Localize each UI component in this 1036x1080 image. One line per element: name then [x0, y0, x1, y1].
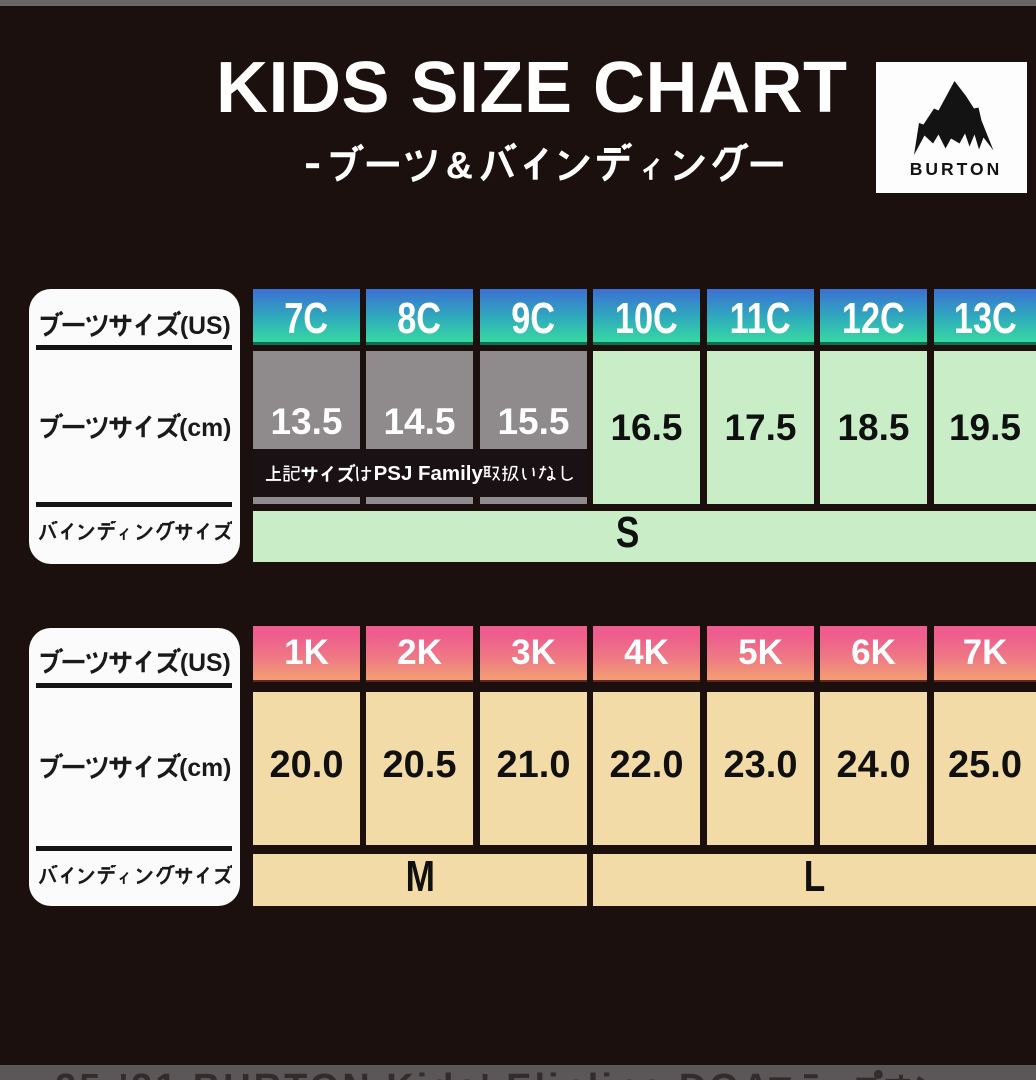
svg-text:PSJ Family: PSJ Family — [373, 462, 483, 485]
svg-text:BURTON: BURTON — [910, 159, 1003, 179]
svg-text:&: & — [446, 144, 473, 186]
svg-text:25-'21 BURTON Kids' Elipline D: 25-'21 BURTON Kids' Elipline DOA — [55, 1067, 772, 1080]
svg-text:(US): (US) — [180, 313, 231, 340]
svg-text:(US): (US) — [180, 650, 231, 677]
svg-text:(cm): (cm) — [179, 755, 231, 782]
svg-text:(cm): (cm) — [179, 415, 231, 442]
